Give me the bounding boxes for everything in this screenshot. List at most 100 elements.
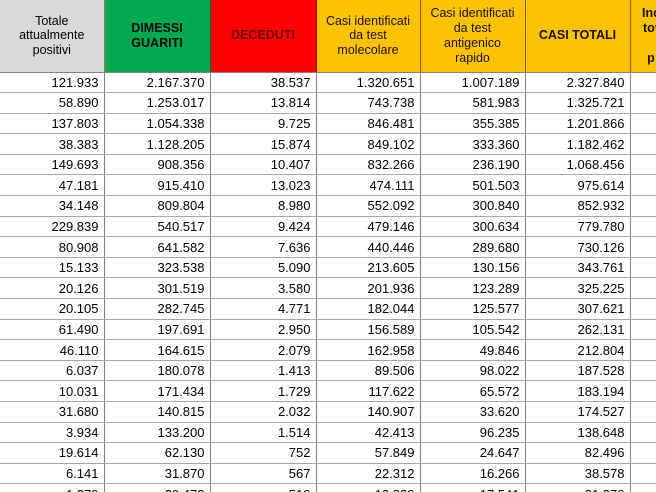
cell-test_molecolare[interactable]: 13.829 bbox=[316, 483, 421, 492]
cell-casi_totali[interactable]: 852.932 bbox=[525, 195, 631, 217]
column-header-dimessi_guariti[interactable]: DIMESSI GUARITI bbox=[104, 0, 211, 73]
cell-incidenza[interactable] bbox=[630, 195, 656, 217]
cell-test_molecolare[interactable]: 22.312 bbox=[316, 463, 421, 485]
cell-deceduti[interactable]: 13.814 bbox=[210, 92, 317, 114]
cell-test_antigenico[interactable]: 98.022 bbox=[420, 360, 526, 382]
cell-dimessi_guariti[interactable]: 2.167.370 bbox=[104, 72, 211, 94]
cell-test_antigenico[interactable]: 289.680 bbox=[420, 236, 526, 258]
cell-dimessi_guariti[interactable]: 31.870 bbox=[104, 463, 211, 485]
cell-dimessi_guariti[interactable]: 809.804 bbox=[104, 195, 211, 217]
cell-deceduti[interactable]: 2.950 bbox=[210, 319, 317, 341]
cell-test_molecolare[interactable]: 156.589 bbox=[316, 319, 421, 341]
cell-deceduti[interactable]: 567 bbox=[210, 463, 317, 485]
cell-deceduti[interactable]: 15.874 bbox=[210, 133, 317, 155]
column-header-deceduti[interactable]: DECEDUTI bbox=[210, 0, 317, 73]
cell-deceduti[interactable]: 2.032 bbox=[210, 401, 317, 423]
cell-deceduti[interactable]: 1.729 bbox=[210, 380, 317, 402]
cell-test_molecolare[interactable]: 743.738 bbox=[316, 92, 421, 114]
cell-deceduti[interactable]: 4.771 bbox=[210, 298, 317, 320]
cell-dimessi_guariti[interactable]: 540.517 bbox=[104, 216, 211, 238]
cell-deceduti[interactable]: 10.407 bbox=[210, 154, 317, 176]
cell-incidenza[interactable] bbox=[630, 92, 656, 114]
cell-casi_totali[interactable]: 212.804 bbox=[525, 339, 631, 361]
cell-test_antigenico[interactable]: 49.846 bbox=[420, 339, 526, 361]
cell-casi_totali[interactable]: 38.578 bbox=[525, 463, 631, 485]
cell-dimessi_guariti[interactable]: 197.691 bbox=[104, 319, 211, 341]
cell-test_antigenico[interactable]: 130.156 bbox=[420, 257, 526, 279]
cell-casi_totali[interactable]: 1.068.456 bbox=[525, 154, 631, 176]
cell-deceduti[interactable]: 519 bbox=[210, 483, 317, 492]
cell-incidenza[interactable] bbox=[630, 380, 656, 402]
cell-attualmente_positivi[interactable]: 15.133 bbox=[0, 257, 105, 279]
cell-dimessi_guariti[interactable]: 915.410 bbox=[104, 174, 211, 197]
cell-dimessi_guariti[interactable]: 180.078 bbox=[104, 360, 211, 382]
cell-test_antigenico[interactable]: 355.385 bbox=[420, 113, 526, 135]
cell-dimessi_guariti[interactable]: 133.200 bbox=[104, 422, 211, 444]
cell-test_molecolare[interactable]: 117.622 bbox=[316, 380, 421, 402]
cell-test_molecolare[interactable]: 182.044 bbox=[316, 298, 421, 320]
cell-attualmente_positivi[interactable]: 47.181 bbox=[0, 174, 105, 197]
cell-dimessi_guariti[interactable]: 301.519 bbox=[104, 277, 211, 300]
cell-test_molecolare[interactable]: 846.481 bbox=[316, 113, 421, 135]
cell-deceduti[interactable]: 1.514 bbox=[210, 422, 317, 444]
cell-test_molecolare[interactable]: 213.605 bbox=[316, 257, 421, 279]
cell-dimessi_guariti[interactable]: 62.130 bbox=[104, 442, 211, 464]
cell-test_molecolare[interactable]: 89.506 bbox=[316, 360, 421, 382]
cell-test_antigenico[interactable]: 33.620 bbox=[420, 401, 526, 423]
cell-test_molecolare[interactable]: 201.936 bbox=[316, 277, 421, 300]
cell-casi_totali[interactable]: 82.496 bbox=[525, 442, 631, 464]
cell-test_molecolare[interactable]: 162.958 bbox=[316, 339, 421, 361]
cell-incidenza[interactable] bbox=[630, 236, 656, 258]
cell-test_molecolare[interactable]: 140.907 bbox=[316, 401, 421, 423]
cell-casi_totali[interactable]: 1.325.721 bbox=[525, 92, 631, 114]
cell-test_molecolare[interactable]: 552.092 bbox=[316, 195, 421, 217]
cell-attualmente_positivi[interactable]: 3.934 bbox=[0, 422, 105, 444]
cell-test_antigenico[interactable]: 24.647 bbox=[420, 442, 526, 464]
cell-test_antigenico[interactable]: 1.007.189 bbox=[420, 72, 526, 94]
cell-casi_totali[interactable]: 1.182.462 bbox=[525, 133, 631, 155]
cell-incidenza[interactable] bbox=[630, 483, 656, 492]
cell-dimessi_guariti[interactable]: 164.615 bbox=[104, 339, 211, 361]
cell-attualmente_positivi[interactable]: 6.141 bbox=[0, 463, 105, 485]
cell-test_antigenico[interactable]: 17.541 bbox=[420, 483, 526, 492]
cell-test_molecolare[interactable]: 42.413 bbox=[316, 422, 421, 444]
cell-test_antigenico[interactable]: 96.235 bbox=[420, 422, 526, 444]
cell-test_antigenico[interactable]: 581.983 bbox=[420, 92, 526, 114]
cell-test_antigenico[interactable]: 300.634 bbox=[420, 216, 526, 238]
cell-deceduti[interactable]: 8.980 bbox=[210, 195, 317, 217]
cell-incidenza[interactable] bbox=[630, 319, 656, 341]
cell-attualmente_positivi[interactable]: 34.148 bbox=[0, 195, 105, 217]
cell-dimessi_guariti[interactable]: 323.538 bbox=[104, 257, 211, 279]
cell-attualmente_positivi[interactable]: 6.037 bbox=[0, 360, 105, 382]
cell-attualmente_positivi[interactable]: 80.908 bbox=[0, 236, 105, 258]
cell-test_molecolare[interactable]: 832.266 bbox=[316, 154, 421, 176]
cell-casi_totali[interactable]: 174.527 bbox=[525, 401, 631, 423]
cell-dimessi_guariti[interactable]: 29.472 bbox=[104, 483, 211, 492]
column-header-attualmente_positivi[interactable]: Totale attualmente positivi bbox=[0, 0, 105, 73]
cell-test_antigenico[interactable]: 501.503 bbox=[420, 174, 526, 197]
cell-test_molecolare[interactable]: 57.849 bbox=[316, 442, 421, 464]
cell-incidenza[interactable] bbox=[630, 133, 656, 155]
cell-incidenza[interactable] bbox=[630, 422, 656, 444]
cell-casi_totali[interactable]: 183.194 bbox=[525, 380, 631, 402]
cell-attualmente_positivi[interactable]: 1.379 bbox=[0, 483, 105, 492]
cell-incidenza[interactable] bbox=[630, 298, 656, 320]
column-header-casi_totali[interactable]: CASI TOTALI bbox=[525, 0, 631, 73]
cell-casi_totali[interactable]: 730.126 bbox=[525, 236, 631, 258]
cell-casi_totali[interactable]: 307.621 bbox=[525, 298, 631, 320]
cell-attualmente_positivi[interactable]: 10.031 bbox=[0, 380, 105, 402]
cell-dimessi_guariti[interactable]: 171.434 bbox=[104, 380, 211, 402]
cell-casi_totali[interactable]: 187.528 bbox=[525, 360, 631, 382]
cell-dimessi_guariti[interactable]: 641.582 bbox=[104, 236, 211, 258]
cell-test_molecolare[interactable]: 1.320.651 bbox=[316, 72, 421, 94]
cell-attualmente_positivi[interactable]: 19.614 bbox=[0, 442, 105, 464]
cell-attualmente_positivi[interactable]: 58.890 bbox=[0, 92, 105, 114]
cell-deceduti[interactable]: 9.725 bbox=[210, 113, 317, 135]
cell-attualmente_positivi[interactable]: 31.680 bbox=[0, 401, 105, 423]
cell-attualmente_positivi[interactable]: 20.105 bbox=[0, 298, 105, 320]
column-header-test_molecolare[interactable]: Casi identificati da test molecolare bbox=[316, 0, 421, 73]
cell-casi_totali[interactable]: 262.131 bbox=[525, 319, 631, 341]
cell-casi_totali[interactable]: 1.201.866 bbox=[525, 113, 631, 135]
cell-attualmente_positivi[interactable]: 149.693 bbox=[0, 154, 105, 176]
cell-attualmente_positivi[interactable]: 38.383 bbox=[0, 133, 105, 155]
